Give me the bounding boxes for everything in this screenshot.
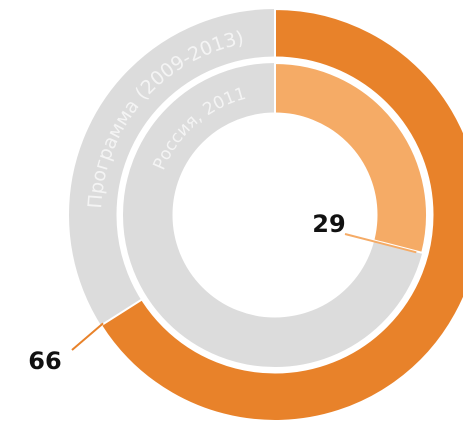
leader-line [344,233,417,254]
value-label: 66 [28,347,61,375]
leader-line [71,322,104,351]
value-label: 29 [312,210,345,238]
ring-border [172,112,378,318]
ring-border [116,56,434,374]
